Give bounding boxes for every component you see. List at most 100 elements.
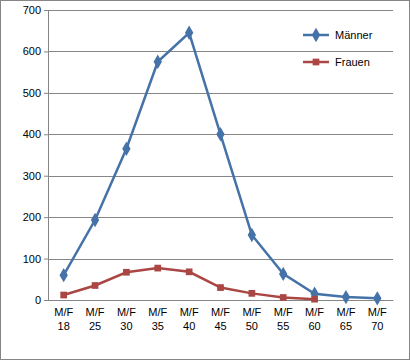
- series-marker: [279, 267, 287, 281]
- x-tick-label: M/F 45: [211, 306, 230, 332]
- x-tick-label-line: 18: [58, 320, 70, 332]
- x-tick: M/F35: [148, 300, 167, 332]
- chart: 0100200300400500600700M/F18M/F25M/F30M/F…: [0, 0, 410, 360]
- grid-line: [48, 300, 393, 301]
- y-tick: 200: [23, 211, 48, 223]
- x-tick-label: M/F 18: [54, 306, 73, 332]
- chart-frame: [1, 1, 410, 360]
- x-tick-label-line: 60: [308, 320, 320, 332]
- x-tick-label-line: M/F: [274, 306, 293, 318]
- y-tick: 700: [23, 4, 48, 16]
- x-tick-label-line: M/F: [117, 306, 136, 318]
- x-tick: M/F40: [180, 300, 199, 332]
- x-tick-label-line: 50: [246, 320, 258, 332]
- grid-line: [48, 176, 393, 177]
- series-marker: [92, 282, 99, 289]
- x-tick-label: M/F 30: [117, 306, 136, 332]
- series-line: [64, 33, 378, 299]
- y-tick-mark: [44, 10, 48, 11]
- y-tick-mark: [44, 93, 48, 94]
- series-marker: [311, 296, 318, 303]
- series-marker: [185, 26, 193, 40]
- x-tick-label-line: 65: [340, 320, 352, 332]
- x-tick: M/F 55: [274, 300, 293, 332]
- x-tick-label: M/F 70: [368, 306, 387, 332]
- legend-entry: Frauen: [303, 56, 370, 68]
- y-tick: 300: [23, 170, 48, 182]
- x-tick-label-line: 30: [120, 320, 132, 332]
- y-tick-label: 600: [23, 45, 41, 57]
- x-tick-label-line: M/F: [305, 306, 324, 318]
- y-tick-mark: [44, 217, 48, 218]
- legend-marker: [312, 28, 320, 42]
- x-tick-label: M/F 55: [274, 306, 293, 332]
- grid-line: [48, 259, 393, 260]
- legend-marker: [313, 59, 320, 66]
- series-marker: [217, 284, 224, 291]
- x-tick: M/F 30: [117, 300, 136, 332]
- x-tick-label-line: M/F: [336, 306, 355, 318]
- x-tick-label: M/F 25: [86, 306, 105, 332]
- x-tick-label-line: 25: [89, 320, 101, 332]
- x-tick-label-line: M/F: [148, 306, 167, 318]
- legend: Männer Frauen: [303, 28, 373, 68]
- series-marker: [216, 127, 224, 141]
- y-tick-label: 100: [23, 253, 41, 265]
- plot: 0100200300400500600700M/F18M/F25M/F30M/F…: [23, 4, 394, 332]
- grid-line: [48, 217, 393, 218]
- grid-line: [48, 93, 393, 94]
- x-tick: M/F 45: [211, 300, 230, 332]
- y-axis: 0 100 200 300 400 500 600 700: [23, 4, 49, 306]
- y-tick-mark: [44, 51, 48, 52]
- legend-label: Frauen: [335, 56, 370, 68]
- y-tick-label: 700: [23, 4, 41, 16]
- x-tick: M/F 25: [86, 300, 105, 332]
- x-tick-label-line: 45: [214, 320, 226, 332]
- y-tick: 0: [35, 294, 48, 306]
- x-tick-label-line: M/F: [211, 306, 230, 318]
- series-group: [60, 26, 382, 306]
- x-tick-label: M/F 65: [336, 306, 355, 332]
- x-axis-line: [49, 300, 394, 301]
- x-tick-label-line: M/F: [54, 306, 73, 318]
- x-tick-label-line: M/F: [242, 306, 261, 318]
- series-marker: [280, 294, 287, 301]
- x-tick: M/F 65: [336, 300, 355, 332]
- y-tick-label: 400: [23, 128, 41, 140]
- x-tick: M/F 60: [305, 300, 324, 332]
- x-tick-label-line: M/F: [86, 306, 105, 318]
- y-tick-mark: [44, 134, 48, 135]
- y-axis-line: [48, 11, 49, 301]
- series-marker: [60, 292, 67, 299]
- series-marker: [154, 55, 162, 69]
- x-tick-label: M/F40: [180, 306, 199, 332]
- y-tick: 400: [23, 128, 48, 140]
- series-marker: [373, 291, 381, 305]
- x-tick-label-line: M/F: [180, 306, 199, 318]
- y-tick-mark: [44, 176, 48, 177]
- y-tick-mark: [44, 259, 48, 260]
- x-tick: M/F 18: [54, 300, 73, 332]
- series-marker: [186, 268, 193, 275]
- legend-entry: Männer: [303, 28, 373, 42]
- series-marker: [154, 265, 161, 272]
- series-marker: [248, 228, 256, 242]
- x-tick-label-line: 55: [277, 320, 289, 332]
- x-tick-label: M/F35: [148, 306, 167, 332]
- x-tick-label-line: 70: [371, 320, 383, 332]
- series-marker: [249, 290, 256, 297]
- x-tick-label: M/F 60: [305, 306, 324, 332]
- series-marker: [122, 142, 130, 156]
- y-tick-mark: [44, 300, 48, 301]
- y-tick: 100: [23, 253, 48, 265]
- legend-label: Männer: [335, 29, 373, 41]
- series-marker: [123, 269, 130, 276]
- x-axis: M/F18M/F25M/F30M/F35M/F40M/F45M/F50M/F55…: [49, 300, 394, 332]
- y-tick-label: 0: [35, 294, 41, 306]
- x-tick-label-line: M/F: [368, 306, 387, 318]
- y-tick: 500: [23, 87, 48, 99]
- grid: [48, 11, 393, 301]
- grid-line: [48, 51, 393, 52]
- y-tick: 600: [23, 45, 48, 57]
- y-tick-label: 300: [23, 170, 41, 182]
